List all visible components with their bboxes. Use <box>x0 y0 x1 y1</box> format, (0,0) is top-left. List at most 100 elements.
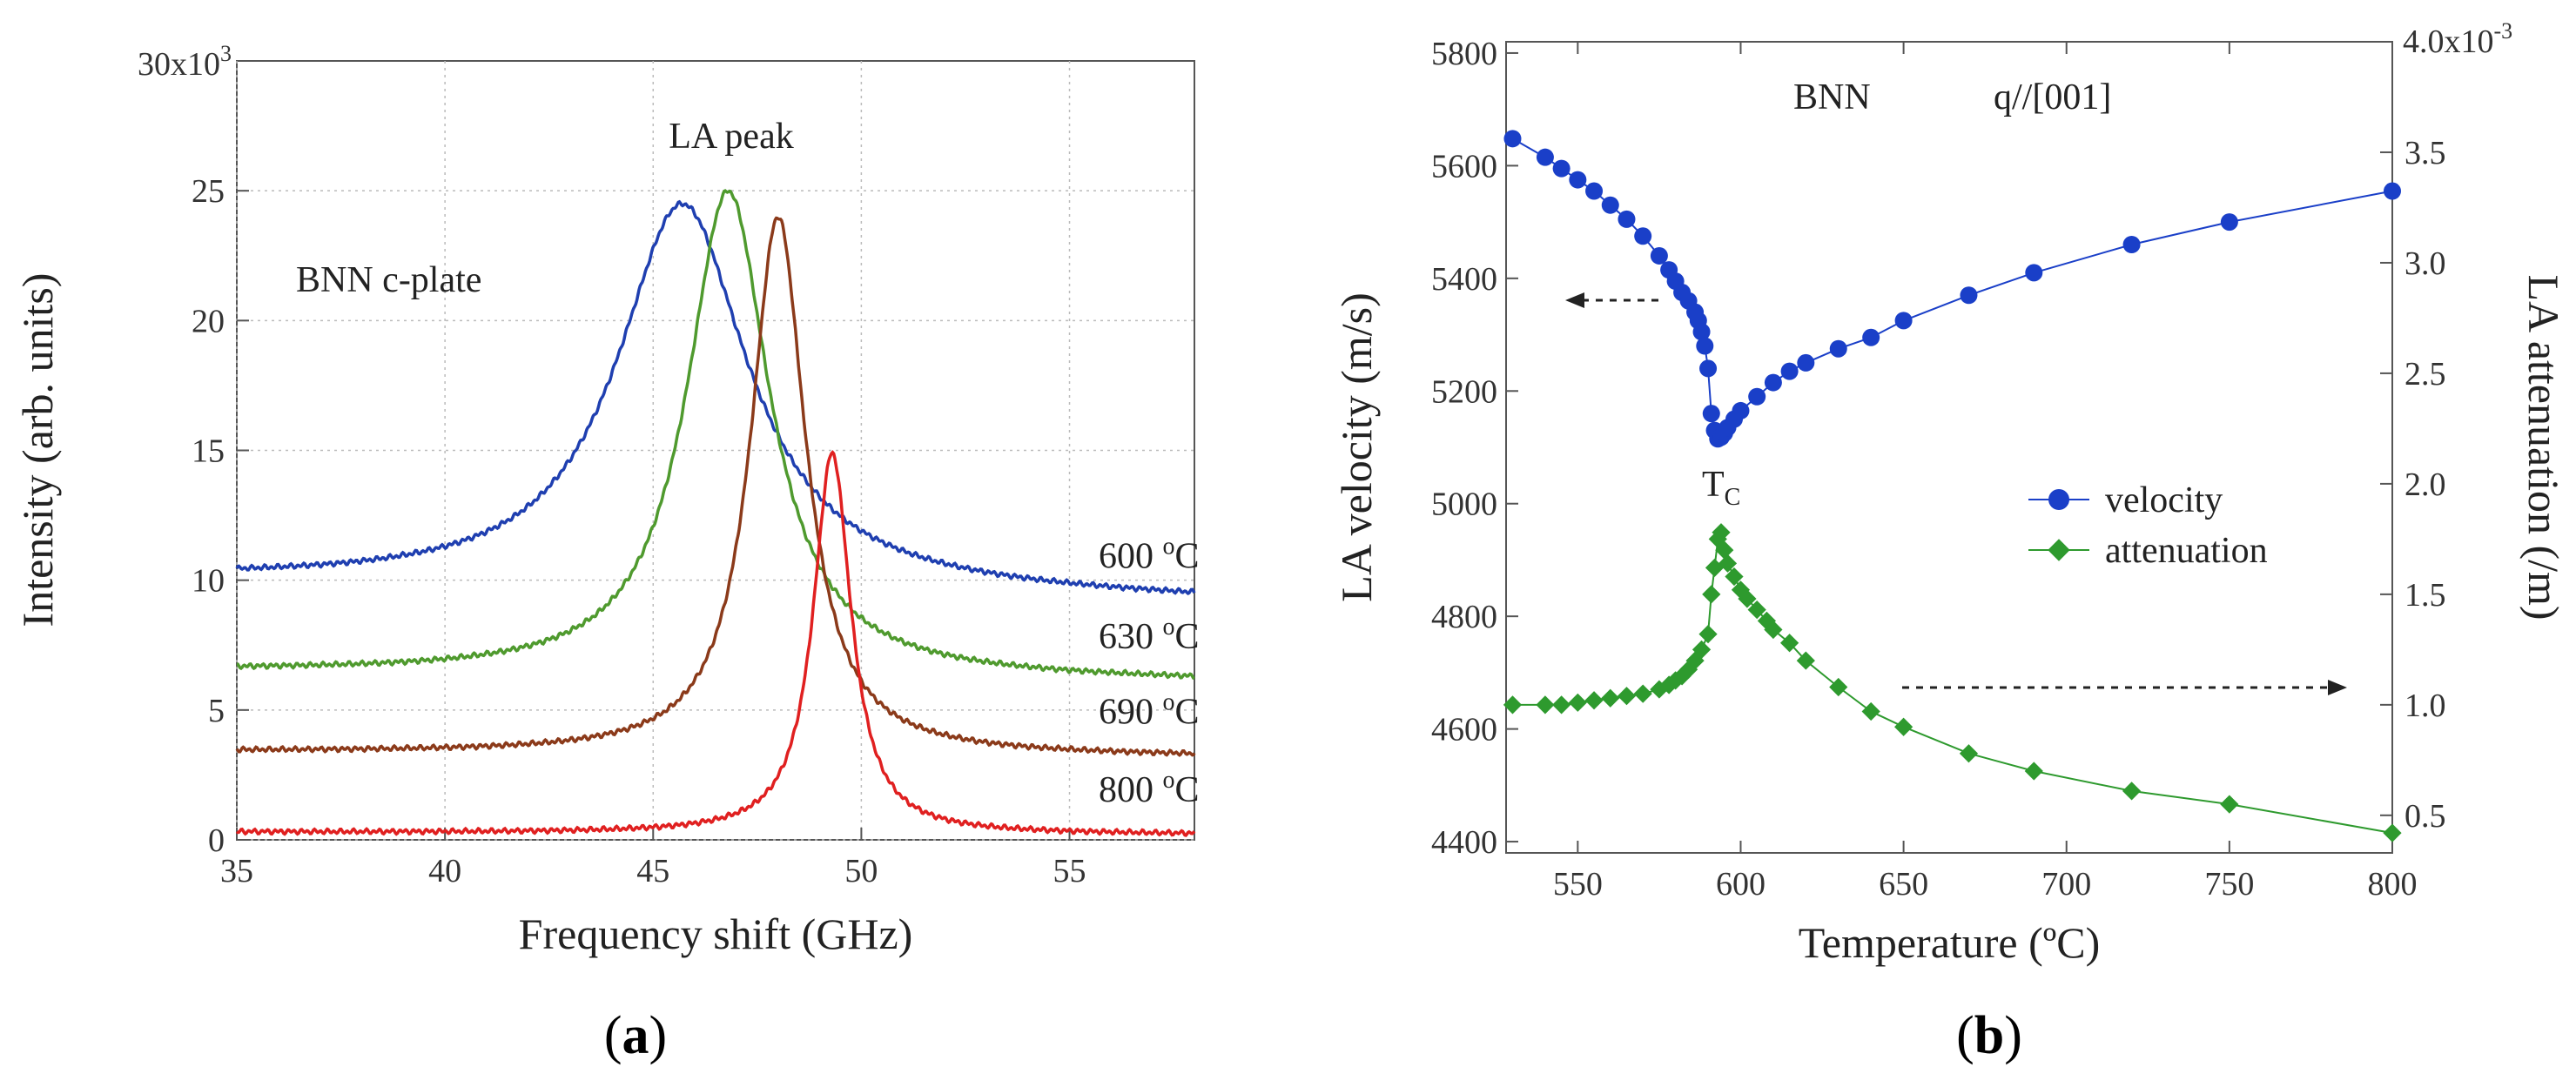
plot-b-x-tick-label: 750 <box>2204 866 2254 902</box>
plot-b-y-right-tick-label: 0.5 <box>2404 798 2446 835</box>
plot-a-peak-label: LA peak <box>669 117 793 157</box>
velocity-point <box>1585 182 1604 200</box>
attenuation-point <box>1702 585 1721 604</box>
plot-b-y-left-tick-label: 5200 <box>1431 373 1497 410</box>
plot-a-x-tick-label: 35 <box>220 853 253 889</box>
velocity-point <box>1650 246 1668 265</box>
velocity-line <box>1512 138 2393 440</box>
plot-a-ticks: 35 40 45 50 55 0 5 10 15 20 25 <box>192 173 1086 889</box>
attenuation-point <box>1738 589 1757 608</box>
plot-b-y-left-tick-label: 5400 <box>1431 261 1497 298</box>
spectrum-line-630 <box>236 189 1195 681</box>
velocity-point <box>1634 227 1652 245</box>
attenuation-line <box>1512 529 2393 835</box>
plot-a-y-tick-label: 25 <box>192 173 225 210</box>
plot-b-x-tick-label: 600 <box>1716 866 1766 902</box>
plot-b-y-right-tick-label: 2.0 <box>2404 466 2446 503</box>
velocity-point <box>1829 339 1847 358</box>
plot-b-y-left-tick-label: 5600 <box>1431 148 1497 185</box>
plot-a-series <box>235 189 1196 837</box>
velocity-point <box>1569 171 1587 189</box>
plot-b-y-left-tick-label: 4800 <box>1431 599 1497 635</box>
attenuation-point <box>2024 762 2043 781</box>
velocity-point <box>1862 328 1880 346</box>
attenuation-point <box>1568 693 1587 712</box>
plot-b-x-tick-label: 550 <box>1553 866 1603 902</box>
legend-attenuation-marker <box>2048 539 2070 561</box>
plot-a-series-labels: 600 oC 630 oC 690 oC 800 oC <box>1099 533 1200 811</box>
plot-a-y-tick-label: 0 <box>208 822 225 859</box>
spectrum-line-600 <box>235 199 1196 595</box>
plot-a-frame <box>236 60 1195 841</box>
plot-b-x-tick-label: 650 <box>1879 866 1928 902</box>
attenuation-point <box>1712 523 1731 542</box>
panel-a-label: (a) <box>604 1006 667 1065</box>
attenuation-point <box>1718 554 1738 573</box>
velocity-point <box>2220 213 2238 231</box>
plot-b-sample-label: BNN <box>1793 77 1871 117</box>
series-label-690: 690 oC <box>1099 689 1200 733</box>
plot-b-y-right-tick-label: 1.5 <box>2404 577 2446 614</box>
plot-a-x-tick-label: 55 <box>1053 853 1086 889</box>
attenuation-point <box>1536 695 1555 715</box>
velocity-point <box>1894 312 1913 330</box>
plot-a-y-tick-label: 20 <box>192 303 225 339</box>
attenuation-point <box>1503 695 1523 715</box>
plot-b-direction-label: q//[001] <box>1994 77 2111 117</box>
plot-b-legend: velocity attenuation <box>2028 480 2268 571</box>
velocity-point <box>1552 159 1570 178</box>
attenuation-point <box>1796 651 1815 670</box>
plot-b-frame <box>1505 41 2393 854</box>
attenuation-point <box>1633 684 1652 703</box>
plot-b-y-right-tick-label: 1.0 <box>2404 688 2446 724</box>
plot-b-ylabel-right: LA attenuation (/m) <box>2519 274 2568 620</box>
plot-b-x-tick-label: 700 <box>2041 866 2091 902</box>
attenuation-point <box>1552 695 1571 715</box>
plot-b-y-left-tick-label: 4400 <box>1431 824 1497 861</box>
velocity-point <box>1601 196 1619 214</box>
velocity-point <box>2122 236 2141 253</box>
plot-a-x-tick-label: 50 <box>844 853 878 889</box>
plot-a-sample-label: BNN c-plate <box>296 260 481 300</box>
velocity-point <box>1732 401 1750 419</box>
plot-b-x-tick-label: 800 <box>2368 866 2418 902</box>
attenuation-point <box>1601 688 1620 708</box>
panel-b: 550 600 650 700 750 800 4400 4600 4800 5000 5200 54… <box>1332 18 2568 1065</box>
legend-velocity-label: velocity <box>2105 480 2223 520</box>
velocity-point <box>1797 353 1815 372</box>
attenuation-point <box>1715 540 1734 560</box>
legend-attenuation-label: attenuation <box>2105 531 2268 571</box>
plot-a-y-tick-label: 10 <box>192 563 225 600</box>
velocity-point <box>1748 387 1766 406</box>
attenuation-point <box>2220 795 2239 814</box>
velocity-point <box>1702 405 1720 423</box>
plot-b-y-left-tick-label: 5800 <box>1431 36 1497 72</box>
plot-a-grid <box>236 61 1194 841</box>
spectrum-line-690 <box>235 216 1196 757</box>
attenuation-point <box>1780 634 1799 653</box>
attenuation-point <box>1829 677 1848 697</box>
plot-a-ylabel: Intensity (arb. units) <box>13 273 62 627</box>
velocity-point <box>1692 323 1711 341</box>
series-label-600: 600 oC <box>1099 533 1200 577</box>
panel-b-label: (b) <box>1956 1006 2022 1065</box>
plot-b-y-right-tick-label: 2.5 <box>2404 356 2446 393</box>
plot-b-xlabel: Temperature (ºC) <box>1799 918 2101 967</box>
plot-a-x-tick-label: 40 <box>428 853 461 889</box>
panel-a: 35 40 45 50 55 0 5 10 15 20 25 600 oC 630 oC 690 oC 8… <box>13 41 1200 1065</box>
attenuation-point <box>2122 782 2142 801</box>
velocity-point <box>1780 362 1799 380</box>
plot-b-y-right-tick-label: 3.5 <box>2404 135 2446 171</box>
plot-a-y-tick-label: 5 <box>208 693 225 729</box>
plot-b-y-right-top-label: 4.0x10-3 <box>2403 18 2512 60</box>
velocity-point <box>1618 210 1636 228</box>
attenuation-point <box>1893 717 1914 736</box>
attenuation-point <box>1584 691 1604 710</box>
velocity-point <box>1536 148 1554 166</box>
plot-b-y-left-tick-label: 4600 <box>1431 712 1497 748</box>
plot-b-series <box>1503 130 2402 842</box>
velocity-point <box>1699 359 1718 378</box>
series-label-800: 800 oC <box>1099 767 1200 810</box>
attenuation-point <box>1617 687 1637 706</box>
